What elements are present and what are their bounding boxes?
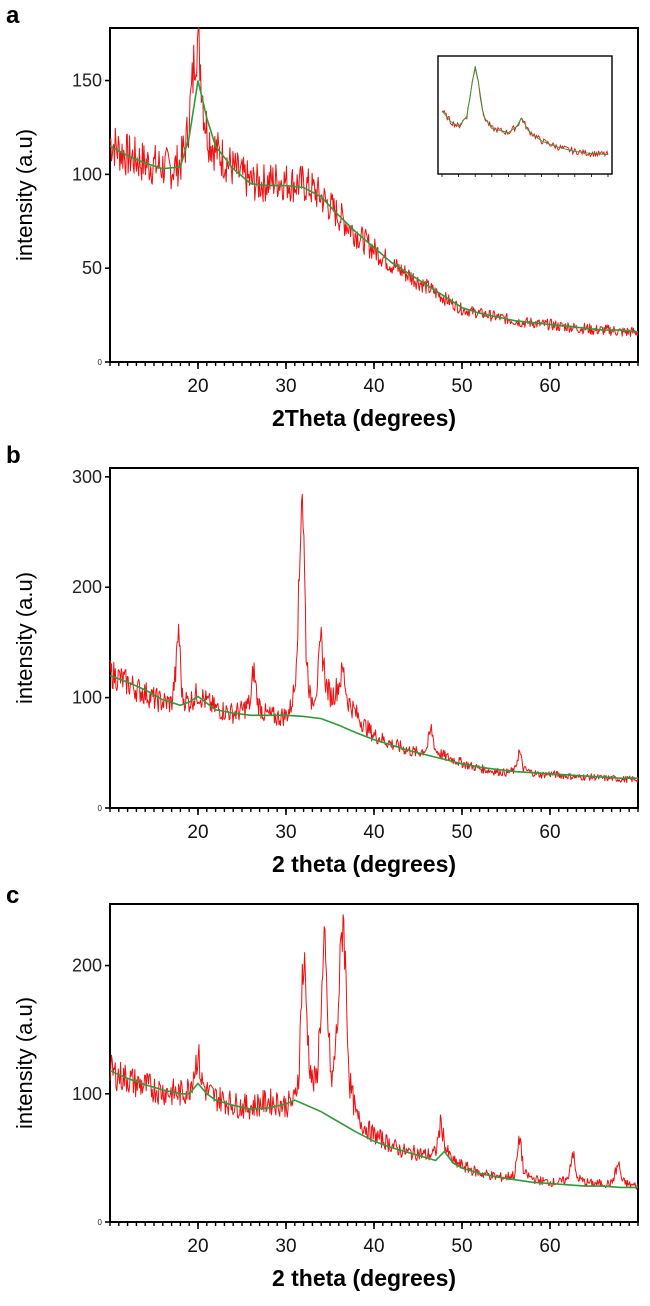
x-tick-label: 50 [451, 822, 472, 843]
plot-frame [109, 903, 639, 1223]
series-line-pattern [109, 914, 639, 1190]
x-tick-label: 60 [539, 1236, 560, 1257]
series-line-fit [109, 1069, 638, 1189]
y-tick-label: 150 [72, 71, 102, 91]
x-tick-label: 40 [363, 822, 384, 843]
plot-frame [109, 467, 639, 809]
y-axis-label: intensity (a.u) [12, 572, 37, 704]
y-tick-label: 50 [82, 258, 102, 278]
y-tick-label: 200 [72, 577, 102, 597]
xrd-chart-c: 20 30 40 50 60 0 100 200 2 theta (degrees) intens… [12, 903, 639, 1291]
x-tick-label: 30 [275, 1236, 296, 1257]
y-tick-label: 0 [98, 358, 103, 367]
inset-plot [437, 55, 613, 177]
x-tick-label: 40 [363, 1236, 384, 1257]
panel-b: b 20 30 40 50 60 0 100 200 300 2 theta (degrees) i… [0, 440, 650, 880]
x-axis-label: 2Theta (degrees) [272, 405, 456, 431]
x-tick-label: 60 [539, 822, 560, 843]
series-line-fit [109, 80, 639, 333]
y-axis-label: intensity (a.u) [12, 129, 37, 261]
panel-label: c [6, 882, 20, 909]
inset-fit-line [441, 66, 609, 155]
y-tick-label: 100 [72, 1084, 102, 1104]
y-tick-label: 200 [72, 956, 102, 976]
x-tick-label: 20 [187, 822, 208, 843]
x-tick-label: 20 [187, 1236, 208, 1257]
x-tick-label: 20 [187, 376, 208, 397]
y-tick-label: 100 [72, 688, 102, 708]
y-tick-label: 0 [98, 1218, 103, 1227]
series-line-pattern [109, 493, 639, 784]
x-tick-label: 50 [451, 376, 472, 397]
series-line-pattern [109, 27, 639, 337]
panel-a: a 20 30 40 50 60 0 50 100 150 2Theta (degrees) int… [0, 0, 650, 440]
x-axis-label: 2 theta (degrees) [272, 1265, 456, 1291]
x-axis-label: 2 theta (degrees) [272, 851, 456, 877]
xrd-chart-a: 20 30 40 50 60 0 50 100 150 2Theta (degrees) inten… [12, 27, 639, 431]
y-tick-label: 300 [72, 467, 102, 487]
y-axis-label: intensity (a.u) [12, 997, 37, 1129]
x-tick-label: 60 [539, 376, 560, 397]
y-tick-label: 0 [98, 804, 103, 813]
panel-label: a [6, 2, 20, 29]
x-tick-label: 40 [363, 376, 384, 397]
x-tick-label: 30 [275, 822, 296, 843]
series-line-fit [109, 674, 638, 779]
panel-label: b [6, 442, 21, 469]
y-tick-label: 100 [72, 164, 102, 184]
xrd-chart-b: 20 30 40 50 60 0 100 200 300 2 theta (degrees) int… [12, 467, 639, 877]
panel-c: c 20 30 40 50 60 0 100 200 2 theta (degrees) inte… [0, 880, 650, 1306]
x-tick-label: 30 [275, 376, 296, 397]
x-tick-label: 50 [451, 1236, 472, 1257]
